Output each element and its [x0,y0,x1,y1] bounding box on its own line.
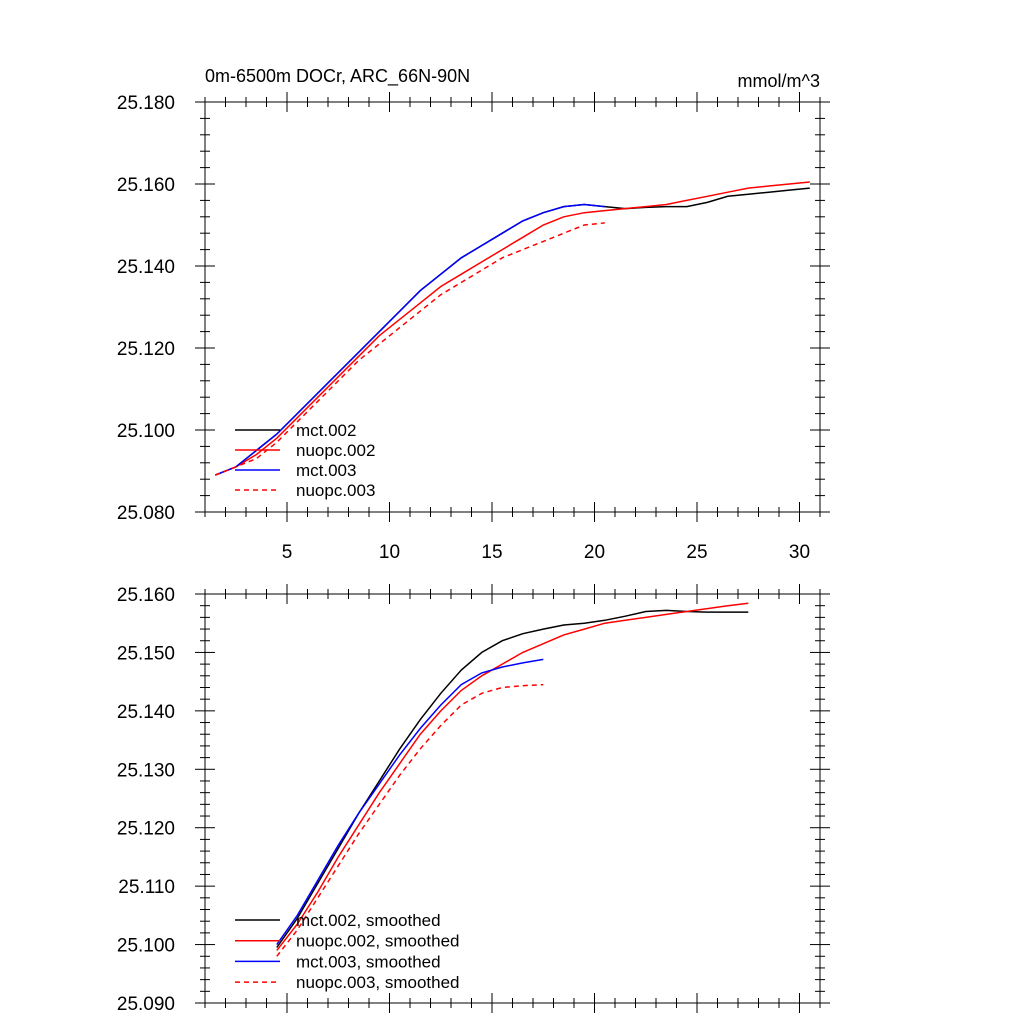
series-line-1 [276,602,749,951]
legend-label: mct.002 [296,421,356,440]
x-tick-label: 25 [686,542,707,563]
series-line-1 [215,181,810,476]
y-tick-label: 25.120 [117,819,175,840]
y-tick-label: 25.100 [117,936,175,957]
y-tick-label: 25.090 [117,994,175,1015]
y-tick-label: 25.180 [117,93,175,114]
y-tick-label: 25.140 [117,257,175,278]
x-tick-label: 5 [282,542,293,563]
y-tick-label: 25.110 [118,877,175,898]
series-line-2 [215,203,605,476]
legend-label: nuopc.002, smoothed [296,932,460,951]
y-tick-label: 25.130 [117,760,175,781]
top-panel: 5 10 15 20 25 30 25.080 25.100 25.120 25.140 25.16… [117,66,830,563]
x-tick-label: 15 [481,542,502,563]
legend-label: mct.003 [296,461,356,480]
units-label: mmol/m^3 [738,71,820,91]
series-line-0 [276,609,749,948]
legend: mct.002, smoothed nuopc.002, smoothedmct.… [235,911,460,992]
y-tick-label: 25.160 [117,175,175,196]
legend-label: mct.003, smoothed [296,952,441,971]
y-tick-label: 25.120 [117,339,175,360]
y-tick-label: 25.160 [117,585,175,606]
series-line-2 [276,658,544,946]
chart-title: 0m-6500m DOCr, ARC_66N-90N [205,66,470,87]
series-line-3 [276,683,544,957]
y-tick-label: 25.140 [117,702,175,723]
x-tick-label: 30 [789,542,810,563]
y-tick-label: 25.080 [117,503,175,524]
legend-label: nuopc.003, smoothed [296,973,460,992]
bottom-panel: 25.090 25.100 25.110 25.120 25.130 25.140 25.1… [117,584,830,1015]
y-tick-label: 25.100 [117,421,175,442]
legend-label: nuopc.003 [296,481,375,500]
legend-label: mct.002, smoothed [296,911,441,930]
legend-label: nuopc.002 [296,441,375,460]
y-tick-label: 25.150 [117,643,175,664]
x-tick-label: 20 [584,542,605,563]
x-tick-label: 10 [379,542,400,563]
series-line-3 [215,222,605,476]
